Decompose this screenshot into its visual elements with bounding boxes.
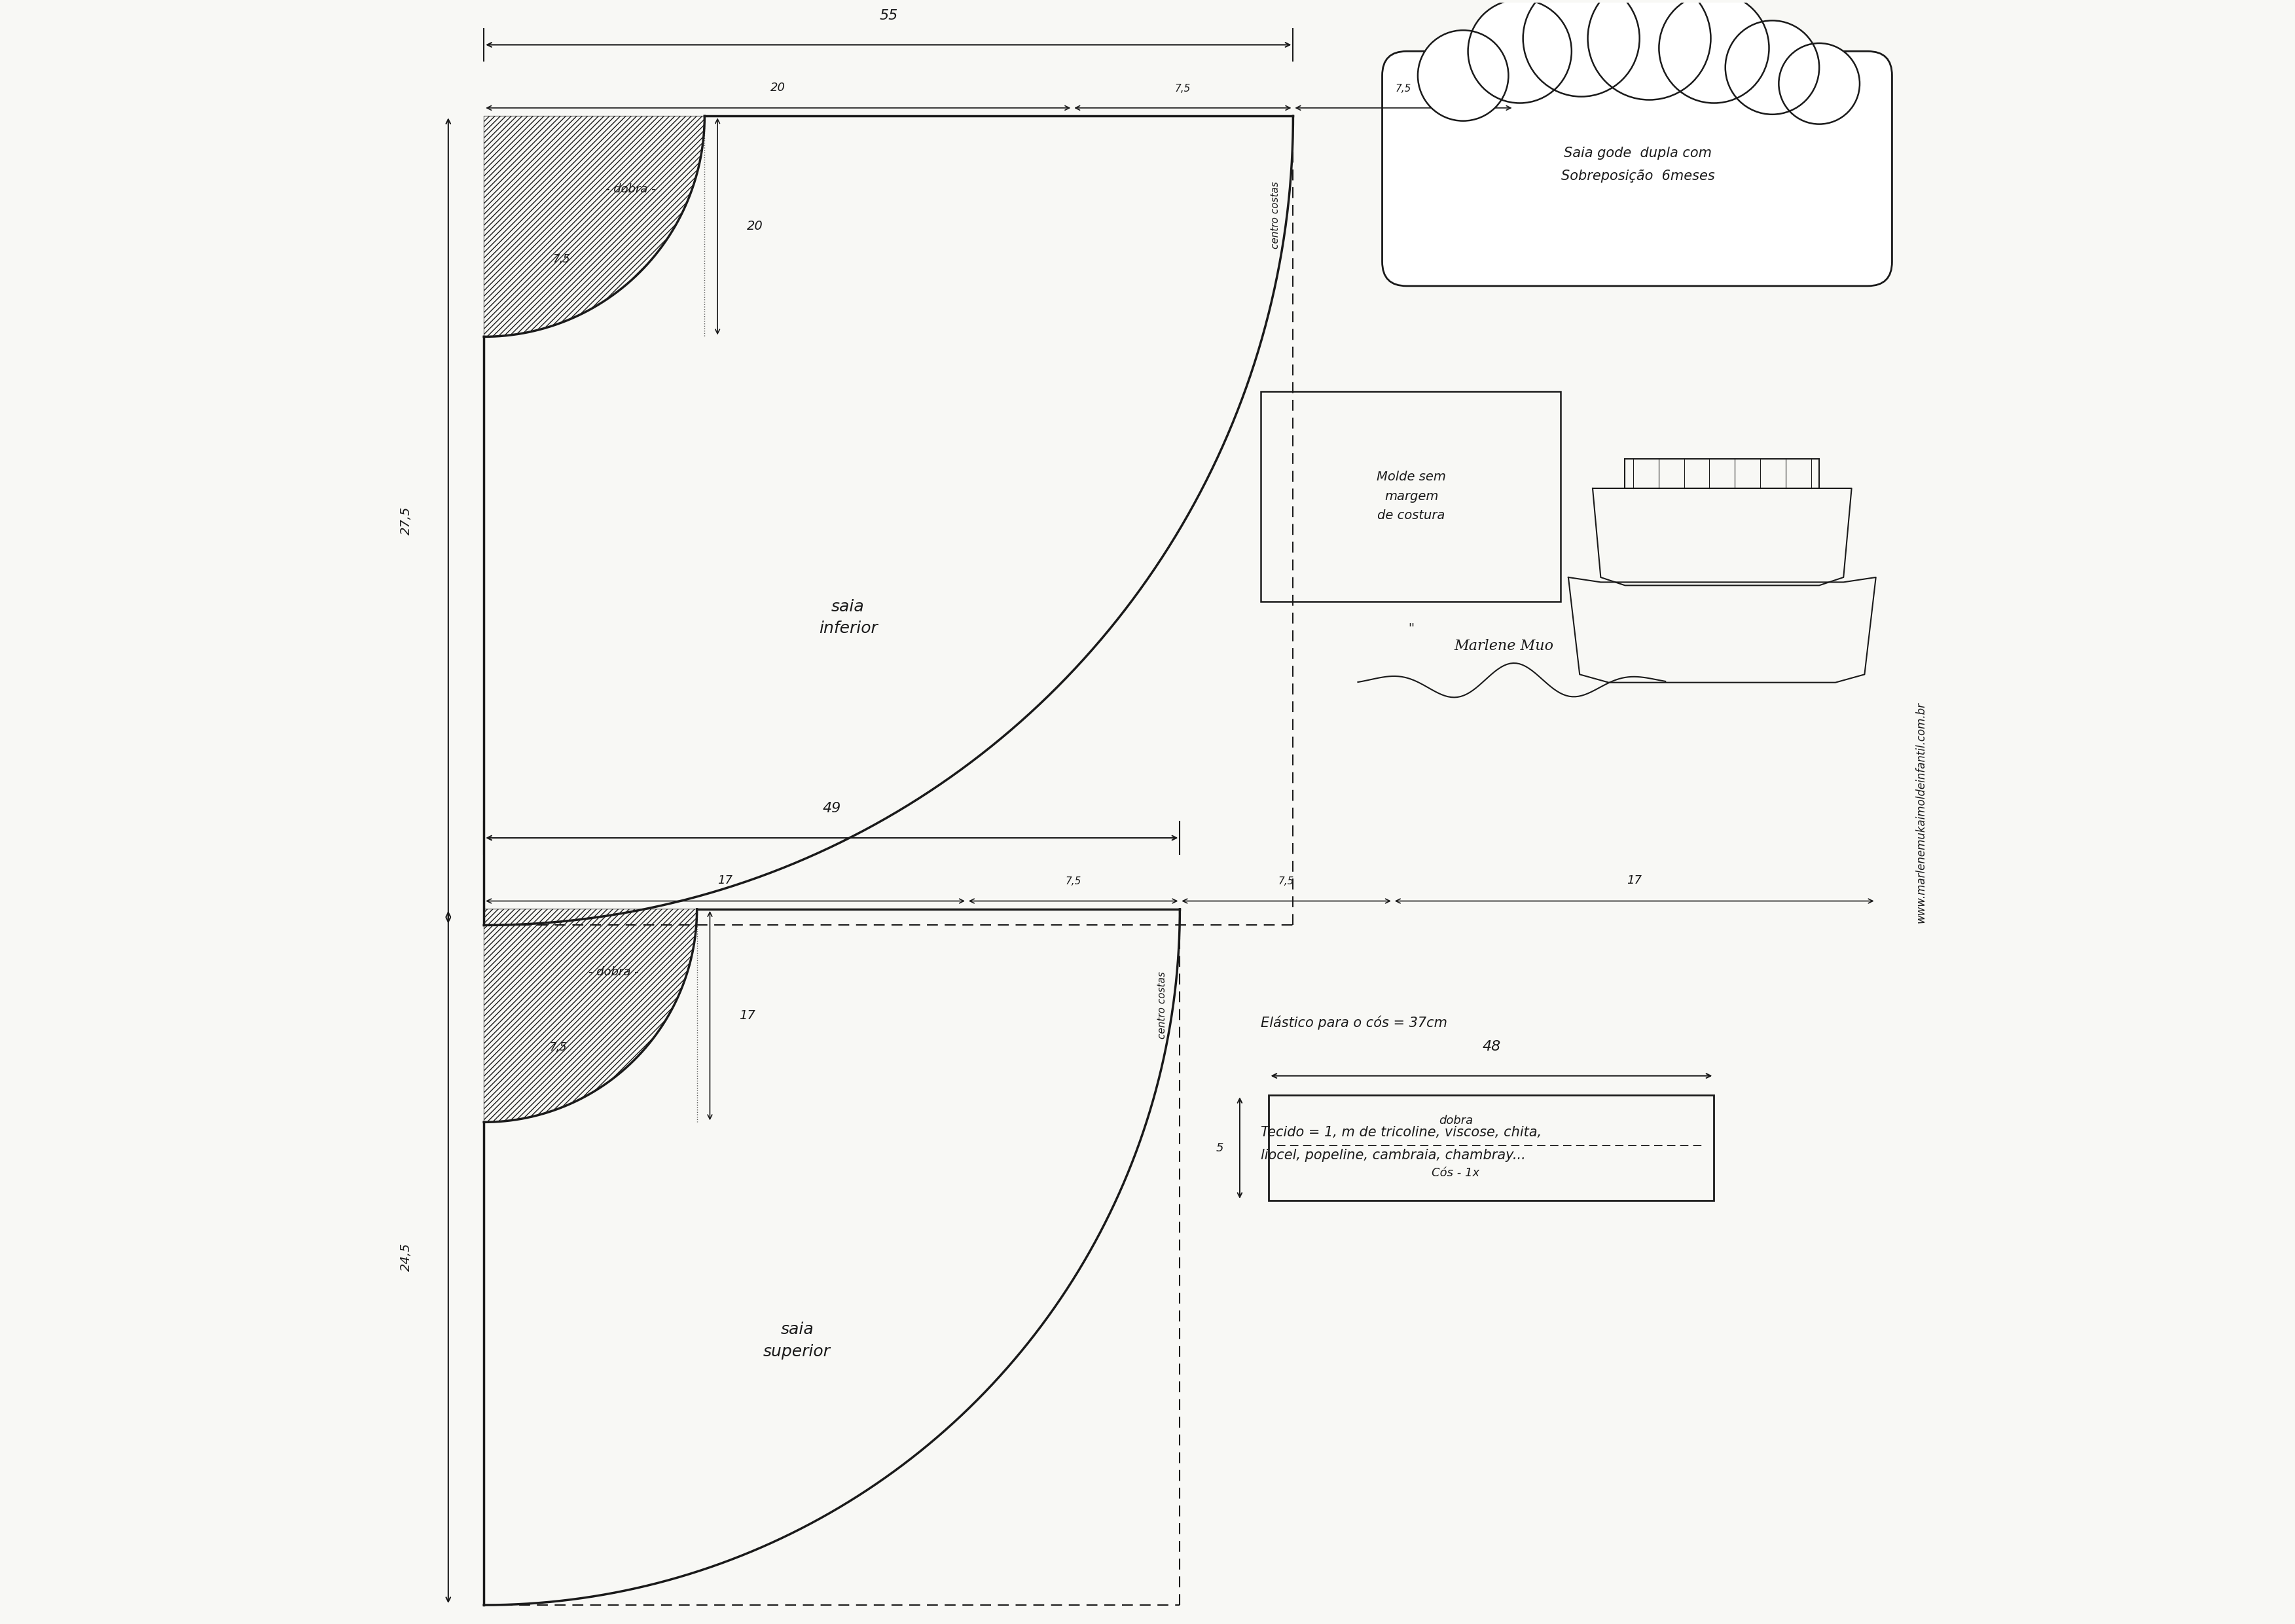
Text: 7,5: 7,5 (551, 1041, 567, 1054)
Text: 20: 20 (1802, 81, 1815, 93)
Text: 17: 17 (739, 1010, 755, 1021)
Text: 5: 5 (1216, 1142, 1223, 1153)
Text: www.marlenemukaimoldeinfantil.com.br: www.marlenemukaimoldeinfantil.com.br (1916, 702, 1928, 922)
Text: dobra: dobra (1439, 1114, 1473, 1127)
Text: 49: 49 (822, 802, 840, 815)
Text: 24,5: 24,5 (399, 1242, 413, 1272)
Text: Marlene Muo: Marlene Muo (1453, 638, 1554, 653)
Text: Cós - 1x: Cós - 1x (1432, 1168, 1480, 1179)
Text: Saia gode  dupla com
Sobreposição  6meses: Saia gode dupla com Sobreposição 6meses (1561, 146, 1714, 182)
Text: 7,5: 7,5 (1065, 877, 1081, 887)
Text: saia
superior: saia superior (764, 1322, 831, 1359)
Text: 20: 20 (746, 221, 762, 232)
Text: saia
inferior: saia inferior (819, 599, 877, 637)
Circle shape (1524, 0, 1639, 96)
Text: 17: 17 (1627, 875, 1641, 887)
Circle shape (1418, 31, 1508, 120)
Circle shape (1659, 0, 1769, 102)
Text: 48: 48 (1483, 1039, 1501, 1052)
Text: Tecido = 1, m de tricoline, viscose, chita,
liocel, popeline, cambraia, chambray: Tecido = 1, m de tricoline, viscose, chi… (1260, 1125, 1542, 1161)
Bar (1625, 460, 1820, 489)
Text: Elástico para o cós = 37cm: Elástico para o cós = 37cm (1260, 1015, 1448, 1030)
Text: 27,5: 27,5 (399, 507, 413, 534)
Text: 7,5: 7,5 (553, 253, 569, 265)
Circle shape (1726, 21, 1820, 114)
Text: - dobra -: - dobra - (588, 966, 638, 978)
Text: 7,5: 7,5 (1395, 83, 1411, 93)
Text: Molde sem
margem
de costura: Molde sem margem de costura (1377, 471, 1446, 521)
Circle shape (1779, 44, 1859, 123)
Text: 55: 55 (879, 10, 897, 23)
Text: '': '' (1409, 622, 1414, 635)
Bar (1260, 391, 1561, 601)
Text: 7,5: 7,5 (1278, 877, 1294, 887)
Bar (1269, 1095, 1714, 1200)
Text: 17: 17 (718, 875, 732, 887)
Text: - dobra -: - dobra - (606, 184, 656, 195)
Text: 20: 20 (771, 81, 785, 93)
FancyBboxPatch shape (1382, 52, 1891, 286)
Circle shape (1588, 0, 1710, 99)
Text: centro costas: centro costas (1271, 182, 1281, 248)
Text: 7,5: 7,5 (1175, 83, 1191, 93)
Text: centro costas: centro costas (1157, 971, 1166, 1039)
Circle shape (1469, 0, 1572, 102)
